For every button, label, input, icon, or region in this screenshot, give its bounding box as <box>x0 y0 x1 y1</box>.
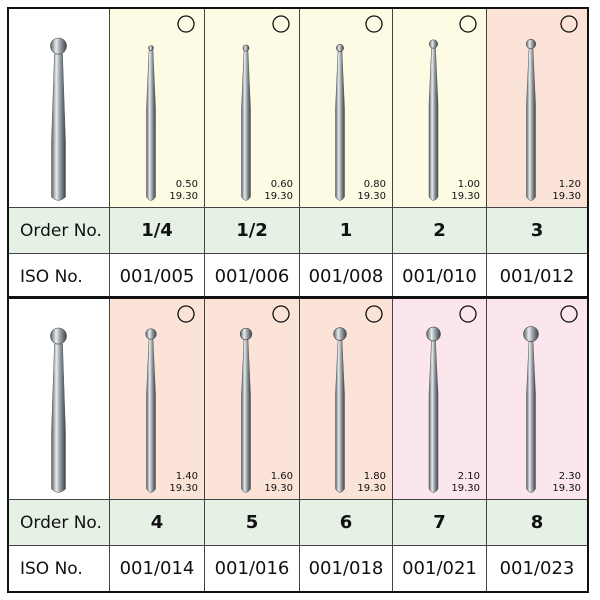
select-circle <box>177 15 195 33</box>
select-circle <box>459 305 477 323</box>
product-image-cell: 0.60 19.30 <box>205 8 300 208</box>
product-image-cell: 2.30 19.30 <box>487 298 588 500</box>
product-image-cell: 1.40 19.30 <box>110 298 205 500</box>
dimension-size: 0.60 <box>270 179 293 190</box>
bur-image <box>146 15 195 201</box>
bur-image <box>50 37 67 201</box>
dimension-size: 2.30 <box>558 471 581 482</box>
iso-number: 001/006 <box>205 254 300 300</box>
reference-image-cell <box>8 8 110 208</box>
order-number: 1/2 <box>205 208 300 254</box>
product-image-cell: 2.10 19.30 <box>393 298 487 500</box>
iso-label: ISO No. <box>8 254 110 300</box>
select-circle <box>459 15 477 33</box>
dimensions: 1.60 19.30 <box>264 471 293 495</box>
select-circle <box>177 305 195 323</box>
dimension-length: 19.30 <box>264 191 293 202</box>
dimension-length: 19.30 <box>264 483 293 494</box>
iso-number: 001/005 <box>110 254 205 300</box>
iso-number: 001/010 <box>393 254 487 300</box>
dimensions: 0.60 19.30 <box>264 179 293 203</box>
select-circle <box>272 305 290 323</box>
select-circle <box>272 15 290 33</box>
select-circle <box>560 305 578 323</box>
iso-label: ISO No. <box>8 546 110 592</box>
product-image-cell: 1.60 19.30 <box>205 298 300 500</box>
bur-image <box>333 305 383 493</box>
dimension-length: 19.30 <box>451 483 480 494</box>
order-number: 5 <box>205 500 300 546</box>
iso-number: 001/016 <box>205 546 300 592</box>
order-number: 1/4 <box>110 208 205 254</box>
dimension-size: 1.80 <box>363 471 386 482</box>
product-image-cell: 1.80 19.30 <box>300 298 393 500</box>
iso-number: 001/008 <box>300 254 393 300</box>
bur-image <box>523 305 578 493</box>
dimensions: 0.80 19.30 <box>357 179 386 203</box>
dimension-size: 1.60 <box>270 471 293 482</box>
bur-image <box>241 15 290 201</box>
order-number: 3 <box>487 208 588 254</box>
order-number: 6 <box>300 500 393 546</box>
dimension-length: 19.30 <box>552 191 581 202</box>
bur-image <box>50 327 67 493</box>
bur-image <box>428 15 477 201</box>
dimension-length: 19.30 <box>451 191 480 202</box>
select-circle <box>365 15 383 33</box>
product-image-cell: 1.20 19.30 <box>487 8 588 208</box>
product-image-cell: 0.50 19.30 <box>110 8 205 208</box>
iso-number: 001/021 <box>393 546 487 592</box>
dimensions: 1.20 19.30 <box>552 179 581 203</box>
dimensions: 1.40 19.30 <box>169 471 198 495</box>
dimensions: 0.50 19.30 <box>169 179 198 203</box>
dimension-length: 19.30 <box>357 191 386 202</box>
bur-image <box>525 15 578 201</box>
order-number: 2 <box>393 208 487 254</box>
iso-number: 001/012 <box>487 254 588 300</box>
order-label: Order No. <box>8 208 110 254</box>
dimensions: 2.10 19.30 <box>451 471 480 495</box>
dimension-length: 19.30 <box>552 483 581 494</box>
bur-image <box>239 305 290 493</box>
iso-number: 001/014 <box>110 546 205 592</box>
order-number: 7 <box>393 500 487 546</box>
dimensions: 1.80 19.30 <box>357 471 386 495</box>
dimension-size: 0.80 <box>363 179 386 190</box>
order-label: Order No. <box>8 500 110 546</box>
dimension-length: 19.30 <box>169 191 198 202</box>
order-number: 1 <box>300 208 393 254</box>
dimension-size: 1.40 <box>175 471 198 482</box>
dimension-length: 19.30 <box>357 483 386 494</box>
dimension-size: 1.20 <box>558 179 581 190</box>
dimension-size: 1.00 <box>457 179 480 190</box>
product-image-cell: 1.00 19.30 <box>393 8 487 208</box>
bur-image <box>426 305 477 493</box>
bur-image <box>335 15 383 201</box>
order-number: 8 <box>487 500 588 546</box>
reference-image-cell <box>8 298 110 500</box>
order-number: 4 <box>110 500 205 546</box>
block-divider <box>8 296 588 299</box>
iso-number: 001/018 <box>300 546 393 592</box>
dimension-size: 0.50 <box>175 179 198 190</box>
product-image-cell: 0.80 19.30 <box>300 8 393 208</box>
iso-number: 001/023 <box>487 546 588 592</box>
select-circle <box>560 15 578 33</box>
dimension-length: 19.30 <box>169 483 198 494</box>
dimension-size: 2.10 <box>457 471 480 482</box>
dimensions: 2.30 19.30 <box>552 471 581 495</box>
select-circle <box>365 305 383 323</box>
dimensions: 1.00 19.30 <box>451 179 480 203</box>
bur-image <box>145 305 195 493</box>
